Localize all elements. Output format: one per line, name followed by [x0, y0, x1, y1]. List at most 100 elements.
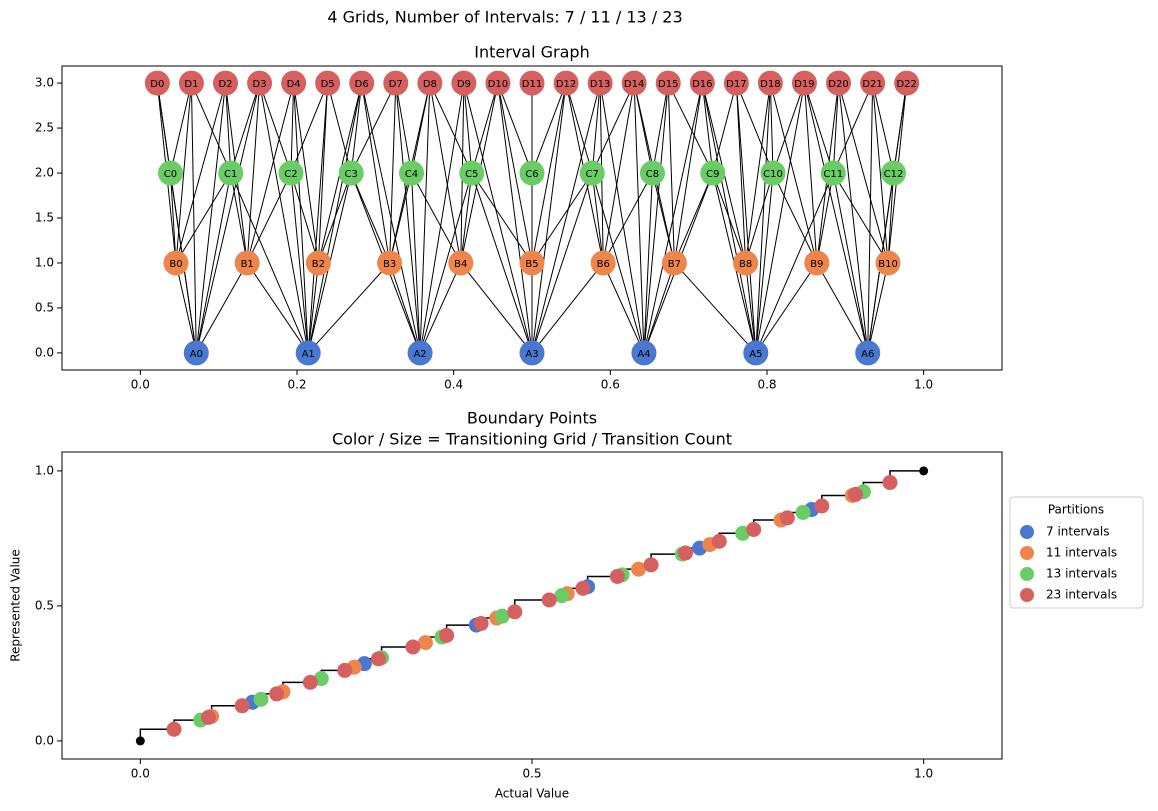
x-tick-label: 0.0 [131, 378, 150, 392]
edge [735, 83, 757, 353]
node [689, 70, 715, 96]
node [820, 160, 846, 186]
point [848, 486, 864, 502]
node-label: A1 [302, 349, 315, 360]
edge [419, 83, 465, 353]
edge [230, 172, 309, 354]
node-label: D21 [862, 79, 882, 90]
y-tick-label: 2.0 [35, 166, 54, 180]
edge [317, 172, 352, 264]
edge [772, 82, 805, 174]
edge [471, 172, 533, 264]
point [269, 686, 285, 702]
edge [667, 82, 714, 174]
edge [838, 83, 869, 353]
edge [471, 172, 533, 354]
node [894, 70, 920, 96]
endpoint [135, 736, 145, 746]
point [711, 533, 727, 549]
edge [755, 172, 834, 354]
edge [246, 83, 261, 264]
edge [651, 83, 669, 174]
edge [195, 172, 232, 354]
node [519, 250, 545, 276]
edge [230, 172, 248, 264]
edge [735, 82, 774, 174]
node-label: D3 [253, 79, 267, 90]
edge [887, 172, 895, 264]
legend-label: 7 intervals [1046, 525, 1109, 539]
point [337, 662, 353, 678]
edge [497, 82, 533, 174]
node-label: D9 [457, 79, 471, 90]
point [166, 721, 182, 737]
edge [816, 172, 834, 264]
node [315, 70, 341, 96]
legend-label: 23 intervals [1046, 588, 1117, 602]
node-label: D8 [423, 79, 437, 90]
point [882, 475, 898, 491]
node-label: C0 [164, 169, 177, 180]
edge [389, 83, 397, 263]
edge [195, 262, 248, 354]
y-tick-label: 1.0 [35, 255, 54, 269]
point [200, 709, 216, 725]
edge [290, 82, 329, 174]
node [399, 160, 425, 186]
edge [419, 172, 473, 354]
edge [712, 172, 747, 264]
edge [460, 172, 473, 264]
edge [755, 83, 771, 353]
edge [599, 83, 645, 353]
node [349, 70, 375, 96]
node [826, 70, 852, 96]
node-label: C2 [284, 169, 297, 180]
edge [867, 262, 889, 354]
node [804, 250, 830, 276]
y-tick-label: 1.0 [35, 463, 54, 477]
node-label: D16 [692, 79, 712, 90]
node [875, 250, 901, 276]
node [377, 250, 403, 276]
node-label: B10 [878, 259, 898, 270]
edge [389, 262, 421, 354]
edge [307, 83, 329, 353]
node [655, 70, 681, 96]
edge [175, 83, 192, 264]
node [383, 70, 409, 96]
point [554, 588, 570, 604]
edge [816, 262, 869, 354]
edge [643, 262, 675, 354]
node [639, 160, 665, 186]
point [253, 691, 269, 707]
edge [591, 172, 645, 354]
node-label: C10 [763, 169, 783, 180]
edge [591, 83, 601, 174]
edge [591, 82, 635, 174]
edge [317, 83, 329, 263]
point [405, 639, 421, 655]
edge [772, 172, 818, 264]
node [417, 70, 443, 96]
x-tick-label: 0.6 [601, 378, 620, 392]
edge [471, 82, 499, 174]
node [757, 70, 783, 96]
node-label: C6 [525, 169, 538, 180]
edge [190, 83, 197, 353]
edge [832, 172, 869, 354]
edge [419, 262, 462, 354]
node [723, 70, 749, 96]
edge [643, 173, 653, 353]
y-tick-label: 1.5 [35, 211, 54, 225]
y-tick-label: 3.0 [35, 76, 54, 90]
legend-marker [1020, 546, 1034, 560]
edge [591, 172, 604, 264]
x-tick-label: 0.2 [287, 378, 306, 392]
edge [195, 83, 226, 353]
edge [832, 82, 874, 174]
node [407, 340, 433, 366]
node [760, 160, 786, 186]
node [860, 70, 886, 96]
edge [565, 82, 593, 174]
edge [463, 82, 533, 354]
